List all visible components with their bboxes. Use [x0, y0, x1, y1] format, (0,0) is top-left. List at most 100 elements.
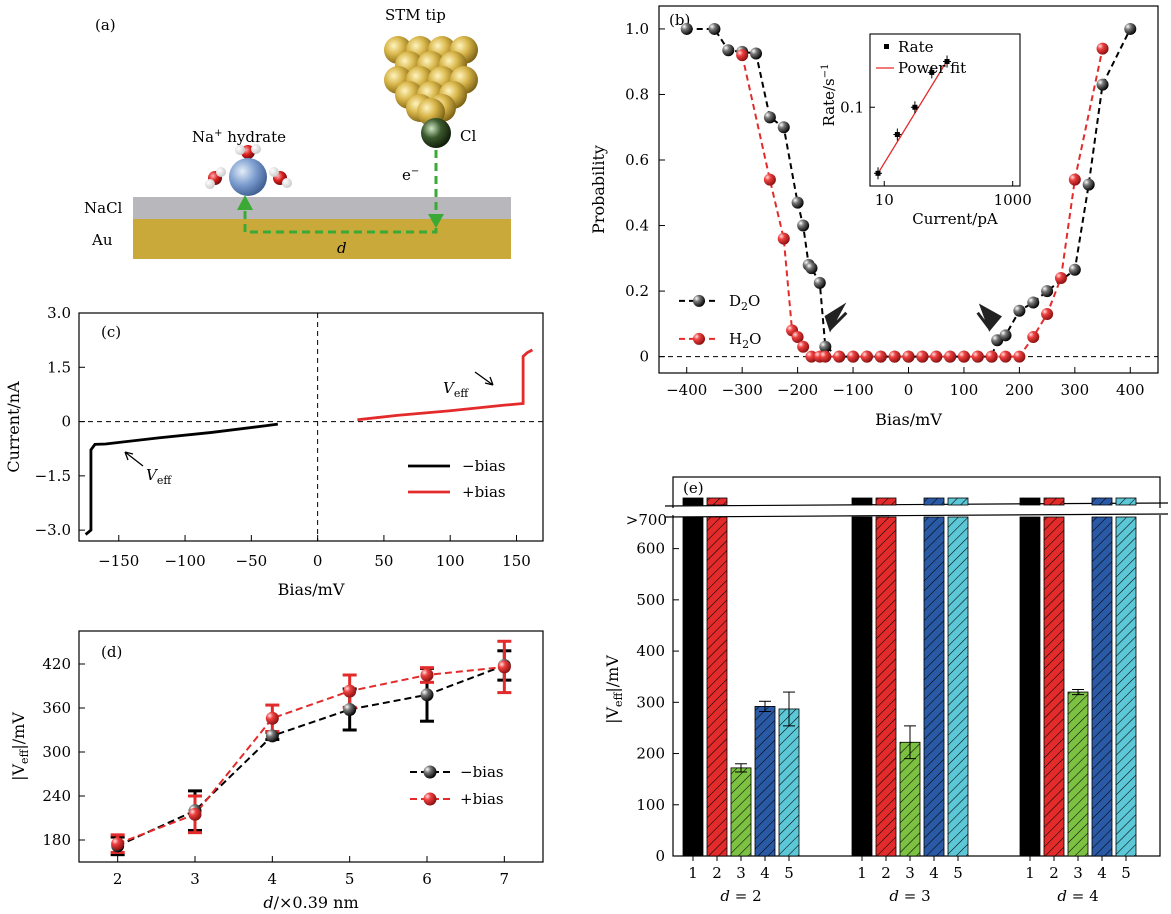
bar-1 [682, 516, 704, 857]
data-point-H2O [971, 350, 984, 363]
inset-legend-rate: Rate [898, 38, 934, 56]
bar-index-label: 4 [1097, 864, 1107, 882]
y-tick-label: 240 [42, 787, 71, 805]
data-point-H2O [819, 350, 832, 363]
data-point-H2O [916, 350, 929, 363]
bar-hatch [707, 517, 727, 856]
electron-path [237, 150, 444, 234]
stm-tip-label: STM tip [385, 6, 446, 24]
bar-hatch [707, 498, 727, 505]
x-tick-label: −100 [164, 552, 205, 570]
y-tick-label: 360 [42, 699, 71, 717]
bar-index-label: 3 [1073, 864, 1083, 882]
inset-data-point [912, 104, 918, 110]
bar-index-label: 5 [1121, 864, 1131, 882]
plot-frame [78, 630, 544, 863]
y-tick-label: 200 [636, 745, 665, 763]
y-tick-label: −3.0 [35, 521, 71, 539]
x-tick-label: 200 [1005, 381, 1034, 399]
x-tick-label: 100 [950, 381, 979, 399]
x-tick-label: 150 [502, 552, 531, 570]
x-tick-label: 5 [345, 870, 355, 888]
legend-label-H2O: H2O [729, 330, 761, 351]
data-point-D2O [819, 340, 832, 353]
y-tick-label: 400 [636, 642, 665, 660]
chart-c: (c) −150 −100 −50 0 50 100 150 −3.0 −1.5 0 1.5 3.0 Bi… [4, 304, 544, 599]
bar-index-label: 2 [1049, 864, 1059, 882]
data-point-D2O [1013, 304, 1026, 317]
y-axis-label: |Veff|/mV [603, 655, 625, 724]
data-point-D2O [777, 121, 790, 134]
y-tick-label: 0 [639, 348, 649, 366]
inset-x-tick-label: 10 [875, 191, 894, 209]
y-break-label: >700 [626, 511, 667, 529]
bar-hatch [1116, 517, 1136, 856]
x-tick-label: 50 [374, 552, 393, 570]
bar-hatch [755, 706, 775, 856]
x-tick-label: 6 [422, 870, 432, 888]
data-point [420, 668, 434, 682]
legend-marker [693, 332, 705, 345]
data-point-H2O [999, 350, 1012, 363]
panel-a-schematic: (a) STM tip NaCl Au d Cl e− Na+ hydrate [84, 6, 511, 259]
data-point-H2O [1027, 330, 1040, 343]
data-point-D2O [791, 196, 804, 209]
bar-index-label: 2 [881, 864, 891, 882]
data-point-D2O [999, 329, 1012, 342]
data-point [265, 729, 279, 743]
data-point-D2O [1041, 285, 1054, 298]
data-point-H2O [888, 350, 901, 363]
y-tick-label: 0 [655, 847, 665, 865]
y-tick-label: 600 [636, 540, 665, 558]
data-point [111, 837, 125, 851]
y-tick-label: 0.8 [625, 85, 649, 103]
y-tick-label: −1.5 [35, 467, 71, 485]
bar-hatch [876, 498, 896, 505]
cl-label: Cl [460, 127, 476, 145]
bar-hatch [1044, 498, 1064, 505]
data-point [420, 688, 434, 702]
data-point-D2O [1027, 296, 1040, 309]
arrow [824, 302, 848, 333]
y-tick-label: 0.4 [625, 217, 649, 235]
x-axis-label: d/×0.39 nm [263, 893, 358, 912]
data-point-H2O [1068, 173, 1081, 186]
y-tick-label: 420 [42, 655, 71, 673]
bar-1 [1019, 516, 1041, 857]
data-point-H2O [1096, 42, 1109, 55]
cl-atom [421, 118, 451, 148]
bar-1-top [1019, 497, 1041, 506]
data-point-H2O [930, 350, 943, 363]
distance-d-label: d [337, 239, 347, 257]
y-axis-label: |Veff|/mV [9, 712, 31, 781]
bar-hatch [779, 708, 799, 856]
data-point-D2O [722, 44, 735, 57]
data-point-H2O [763, 173, 776, 186]
x-axis-label: Bias/mV [278, 580, 345, 599]
bar-hatch [900, 742, 920, 856]
bar-hatch [948, 498, 968, 505]
data-point-H2O [1013, 350, 1026, 363]
bar-index-label: 2 [712, 864, 722, 882]
bar-1 [851, 516, 873, 857]
stm-tip-atoms [384, 36, 478, 126]
panel-label: (d) [101, 643, 122, 661]
data-point [188, 807, 202, 821]
y-tick-label: 0.6 [625, 151, 649, 169]
y-tick-label: 0 [61, 413, 71, 431]
x-tick-label: −100 [832, 381, 873, 399]
bar-hatch [924, 498, 944, 505]
bar-index-label: 3 [736, 864, 746, 882]
data-point-H2O [957, 350, 970, 363]
bar-hatch [1116, 498, 1136, 505]
bar-index-label: 5 [953, 864, 963, 882]
data-point-H2O [985, 350, 998, 363]
data-point-D2O [797, 219, 810, 232]
x-tick-label: −400 [666, 381, 707, 399]
data-point-H2O [791, 330, 804, 343]
chart-d: (d) 2 3 4 5 6 7 180 240 300 360 420 d/×0.39 nm |Veff|… [9, 630, 544, 912]
data-point-H2O [902, 350, 915, 363]
axis-break-gap [667, 508, 1166, 515]
bar-hatch [1092, 517, 1112, 856]
data-point-H2O [797, 340, 810, 353]
